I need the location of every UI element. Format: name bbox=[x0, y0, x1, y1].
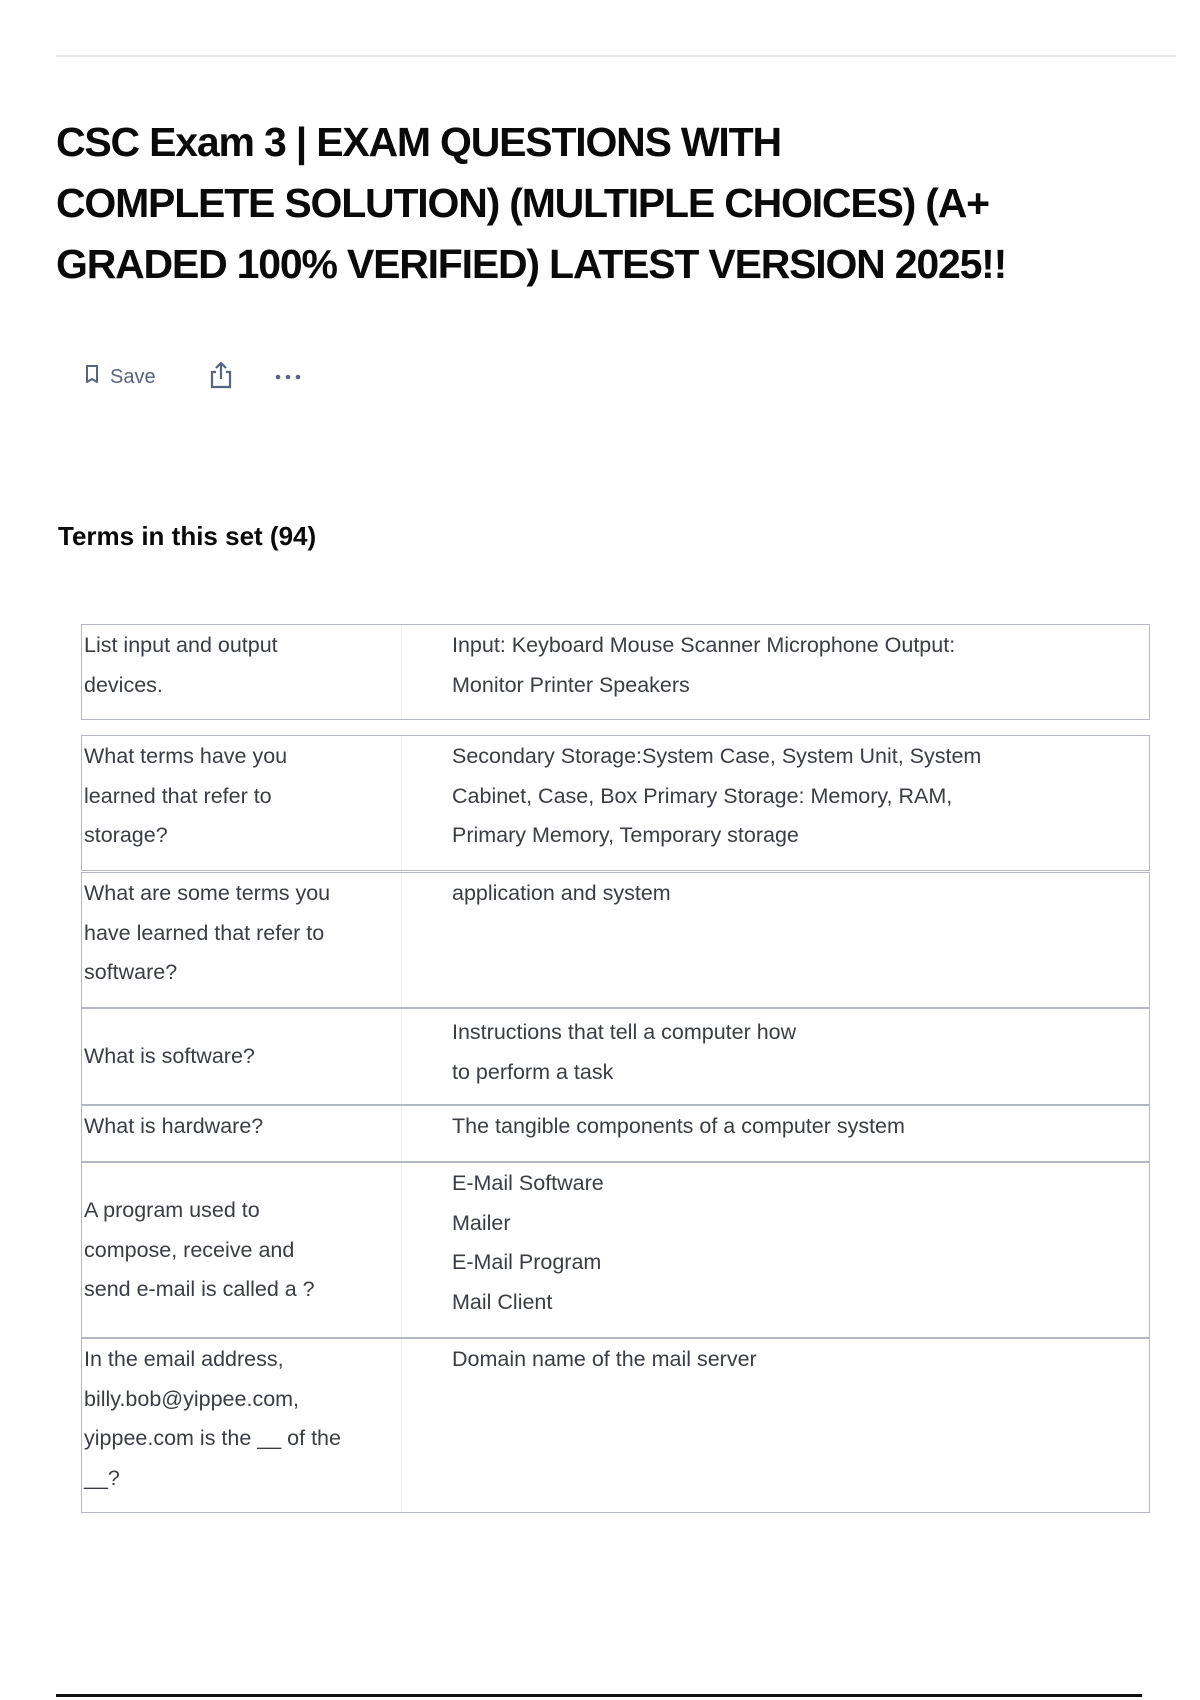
term-line: A program used to bbox=[84, 1198, 260, 1223]
term-line: learned that refer to bbox=[84, 783, 272, 808]
term-card: In the email address, billy.bob@yippee.co… bbox=[81, 1338, 1150, 1513]
term-text: What is hardware? bbox=[82, 1106, 402, 1161]
term-card: What is hardware? The tangible components… bbox=[81, 1105, 1150, 1162]
title-line: COMPLETE SOLUTION) (MULTIPLE CHOICES) (A… bbox=[56, 180, 990, 226]
page-title: CSC Exam 3 | EXAM QUESTIONS WITH COMPLET… bbox=[56, 112, 1007, 295]
share-button[interactable] bbox=[208, 360, 234, 395]
top-divider bbox=[56, 55, 1176, 57]
term-card: What is software? Instructions that tell … bbox=[81, 1008, 1150, 1105]
definition-line: The tangible components of a computer sy… bbox=[452, 1114, 905, 1138]
definition-text: E-Mail Software Mailer E-Mail Program Mail … bbox=[402, 1163, 604, 1337]
term-line: devices. bbox=[84, 672, 163, 697]
definition-line: Instructions that tell a computer how bbox=[452, 1020, 797, 1044]
term-line: yippee.com is the __ of the bbox=[84, 1426, 341, 1450]
term-text: A program used to compose, receive and sen… bbox=[82, 1163, 402, 1337]
definition-line: Monitor Printer Speakers bbox=[452, 672, 690, 697]
share-icon bbox=[208, 360, 234, 395]
term-text: In the email address, billy.bob@yippee.co… bbox=[82, 1339, 402, 1512]
term-line: What are some terms you bbox=[84, 881, 331, 905]
action-bar: Save bbox=[84, 360, 302, 394]
term-card: What are some terms you have learned that… bbox=[81, 872, 1150, 1008]
term-line: software? bbox=[84, 960, 178, 984]
bottom-divider bbox=[56, 1694, 1142, 1697]
terms-heading: Terms in this set (94) bbox=[58, 521, 317, 551]
term-line: What terms have you bbox=[84, 744, 288, 768]
term-line: billy.bob@yippee.com, bbox=[84, 1386, 300, 1411]
definition-line: Input: Keyboard Mouse Scanner Microphone… bbox=[452, 633, 956, 657]
term-text: What are some terms you have learned that… bbox=[82, 873, 402, 1007]
definition-text: application and system bbox=[402, 873, 671, 1007]
term-card: List input and output devices. Input: Keyb… bbox=[81, 624, 1150, 720]
definition-line: Secondary Storage:System Case, System Un… bbox=[452, 744, 982, 768]
definition-line: E-Mail Program bbox=[452, 1250, 602, 1274]
definition-line: Domain name of the mail server bbox=[452, 1347, 757, 1371]
definition-line: Cabinet, Case, Box Primary Storage: Memo… bbox=[452, 783, 953, 808]
title-line: GRADED 100% VERIFIED) LATEST VERSION 202… bbox=[56, 241, 1007, 287]
term-line: What is software? bbox=[84, 1044, 255, 1069]
more-horizontal-icon bbox=[274, 368, 302, 386]
definition-text: The tangible components of a computer sy… bbox=[402, 1106, 905, 1161]
term-line: List input and output bbox=[84, 633, 278, 657]
definition-line: to perform a task bbox=[452, 1059, 614, 1084]
term-line: __? bbox=[84, 1465, 120, 1490]
term-text: List input and output devices. bbox=[82, 625, 402, 719]
term-card: A program used to compose, receive and sen… bbox=[81, 1162, 1150, 1338]
save-label: Save bbox=[110, 365, 156, 388]
definition-text: Instructions that tell a computer how to … bbox=[402, 1009, 796, 1104]
save-button[interactable]: Save bbox=[84, 364, 156, 390]
term-line: In the email address, bbox=[84, 1347, 284, 1371]
definition-line: Mail Client bbox=[452, 1289, 553, 1314]
title-line: CSC Exam 3 | EXAM QUESTIONS WITH bbox=[56, 119, 782, 165]
more-options-button[interactable] bbox=[274, 368, 302, 386]
definition-line: application and system bbox=[452, 881, 671, 905]
term-line: have learned that refer to bbox=[84, 920, 325, 945]
definition-line: Mailer bbox=[452, 1210, 511, 1235]
bookmark-icon bbox=[84, 364, 100, 390]
definition-text: Input: Keyboard Mouse Scanner Microphone… bbox=[402, 625, 955, 719]
term-line: storage? bbox=[84, 823, 168, 847]
term-text: What is software? bbox=[82, 1009, 402, 1104]
definition-text: Domain name of the mail server bbox=[402, 1339, 757, 1512]
term-line: What is hardware? bbox=[84, 1114, 264, 1138]
term-line: compose, receive and bbox=[84, 1237, 295, 1262]
term-text: What terms have you learned that refer to… bbox=[82, 736, 402, 870]
term-line: send e-mail is called a ? bbox=[84, 1277, 315, 1302]
definition-line: Primary Memory, Temporary storage bbox=[452, 823, 799, 847]
term-card: What terms have you learned that refer to… bbox=[81, 735, 1150, 871]
definition-line: E-Mail Software bbox=[452, 1171, 604, 1195]
definition-text: Secondary Storage:System Case, System Un… bbox=[402, 736, 981, 870]
